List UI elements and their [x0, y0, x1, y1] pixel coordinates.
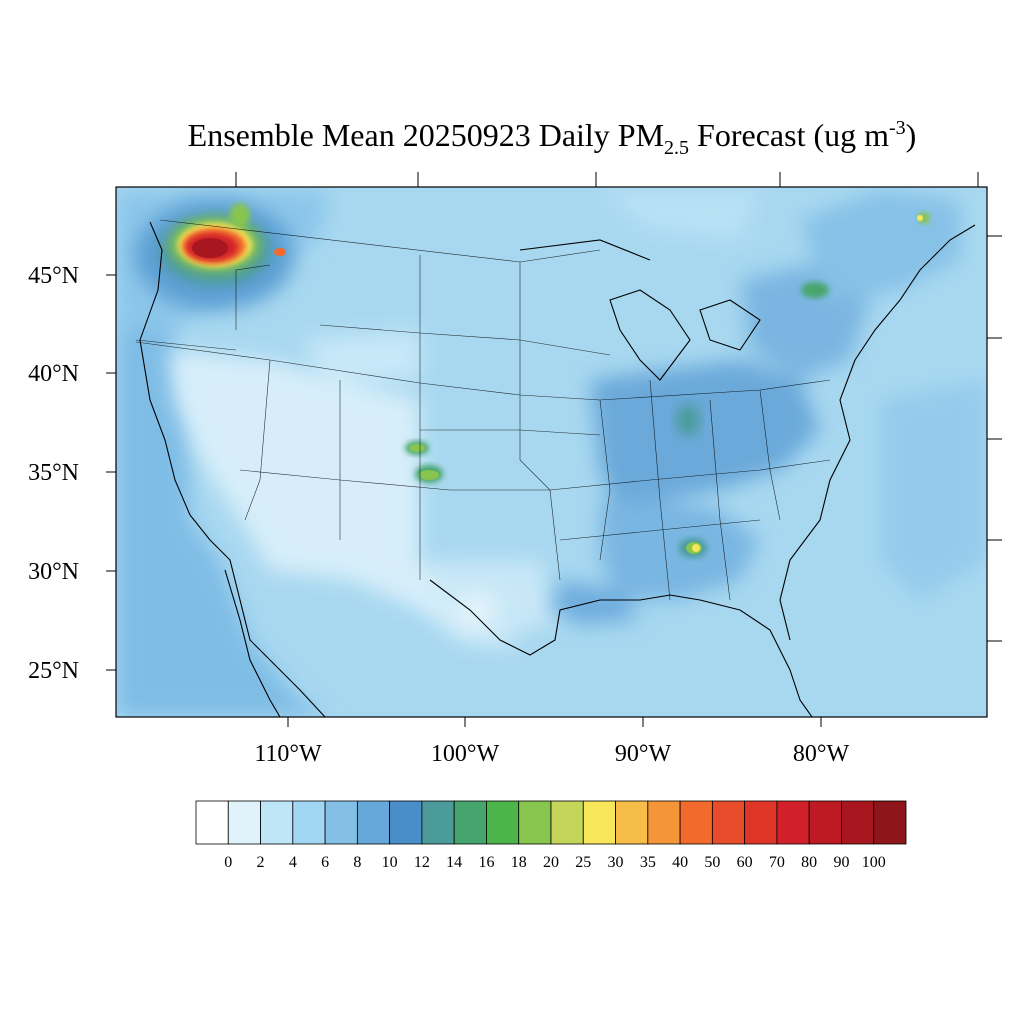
colorbar-swatch: [776, 800, 810, 845]
lon-label: 110°W: [254, 741, 322, 767]
colorbar-labels: 0 2 4 6 8 10 12 14 16 18 20 25 30 35 40 50 60 70 80 90 100: [224, 854, 885, 871]
colorbar-label: 10: [382, 854, 398, 871]
colorbar-swatch: [324, 800, 358, 845]
colorbar-label: 25: [575, 854, 591, 871]
colorbar-label: 80: [801, 854, 817, 871]
colorbar-label: 6: [321, 854, 329, 871]
lon-label: 90°W: [615, 741, 672, 767]
colorbar-swatch: [453, 800, 487, 845]
latitude-labels: 45°N 40°N 35°N 30°N 25°N: [28, 263, 79, 684]
colorbar-label: 20: [543, 854, 559, 871]
colorbar-swatch: [421, 800, 455, 845]
colorbar-swatch: [615, 800, 649, 845]
map-frame: [115, 186, 988, 718]
colorbar-swatch: [808, 800, 842, 845]
colorbar-swatch: [260, 800, 294, 845]
colorbar: [195, 800, 907, 845]
light-region: [170, 330, 560, 650]
lat-label: 40°N: [28, 361, 79, 387]
colorbar-label: 50: [704, 854, 720, 871]
lat-label: 25°N: [28, 658, 79, 684]
colorbar-label: 14: [446, 854, 462, 871]
lat-label: 45°N: [28, 263, 79, 289]
colorbar-label: 40: [672, 854, 688, 871]
colorbar-label: 12: [414, 854, 430, 871]
colorbar-swatch: [582, 800, 616, 845]
colorbar-swatch: [711, 800, 746, 845]
colorbar-swatch: [227, 800, 261, 845]
colorbar-label: 2: [257, 854, 265, 871]
lat-label: 30°N: [28, 559, 79, 585]
pacific-northwest-plume: [135, 200, 295, 310]
colorado-plumes: [405, 441, 443, 483]
coastlines: [139, 221, 976, 717]
colorbar-label: 0: [224, 854, 232, 871]
colorbar-swatch: [679, 800, 713, 845]
colorbar-swatch: [841, 800, 875, 845]
colorbar-swatch: [744, 800, 778, 845]
ticks: [106, 172, 1002, 727]
colorbar-label: 70: [769, 854, 785, 871]
colorbar-label: 90: [833, 854, 849, 871]
colorbar-label: 8: [353, 854, 361, 871]
longitude-labels: 110°W 100°W 90°W 80°W: [254, 741, 849, 767]
map-title: Ensemble Mean 20250923 Daily PM2.5 Forec…: [188, 117, 917, 159]
colorbar-label: 30: [608, 854, 624, 871]
alabama-hotspot: [679, 538, 707, 558]
colorbar-swatch: [647, 800, 681, 845]
colorbar-label: 4: [289, 854, 297, 871]
colorbar-label: 16: [478, 854, 494, 871]
colorbar-swatch: [518, 800, 552, 845]
colorbar-swatch: [195, 800, 229, 845]
minor-hotspots: [676, 212, 930, 436]
map-panel: [116, 187, 987, 717]
colorbar-swatch: [550, 800, 584, 845]
colorbar-label: 18: [511, 854, 527, 871]
colorbar-swatch: [873, 800, 907, 845]
lon-label: 80°W: [793, 741, 850, 767]
lat-label: 35°N: [28, 460, 79, 486]
colorbar-label: 35: [640, 854, 656, 871]
colorbar-swatch: [486, 800, 520, 845]
colorbar-swatch: [356, 800, 391, 845]
colorbar-swatch: [292, 800, 326, 845]
colorbar-label: 100: [862, 854, 886, 871]
colorbar-label: 60: [737, 854, 753, 871]
colorbar-swatch: [389, 800, 423, 845]
state-borders: [135, 219, 831, 601]
lon-label: 100°W: [431, 741, 500, 767]
